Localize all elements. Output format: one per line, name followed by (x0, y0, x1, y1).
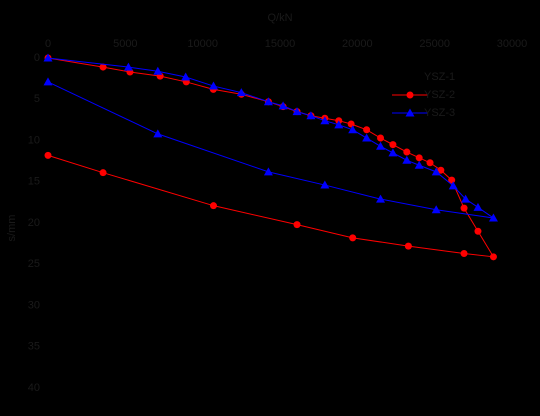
data-point (292, 107, 302, 116)
data-point (488, 213, 498, 222)
data-point (437, 166, 445, 174)
y-tick-label: 30 (28, 299, 40, 311)
x-tick-label: 20000 (342, 38, 373, 50)
data-point (44, 151, 52, 159)
y-tick-label: 35 (28, 341, 40, 353)
data-point (263, 167, 273, 176)
x-axis-title: Q/kN (267, 12, 292, 24)
x-tick-label: 30000 (497, 38, 528, 50)
data-point (320, 116, 330, 125)
data-point (43, 77, 53, 86)
data-point (388, 148, 398, 157)
data-point (278, 101, 288, 110)
data-point (377, 134, 385, 142)
data-point (99, 63, 107, 71)
data-point (153, 66, 163, 75)
data-point (306, 111, 316, 120)
data-point (431, 167, 441, 176)
y-axis-title: s/mm (6, 215, 18, 242)
data-point (474, 227, 482, 235)
data-point (123, 62, 133, 71)
data-point (460, 250, 468, 258)
data-point (376, 141, 386, 150)
data-point (363, 126, 371, 134)
y-tick-label: 15 (28, 176, 40, 188)
data-point (376, 194, 386, 203)
legend-label: YSZ-2 (424, 89, 455, 101)
data-point (389, 141, 397, 149)
data-point (489, 253, 497, 261)
data-point (362, 133, 372, 142)
data-point (334, 120, 344, 129)
data-point (431, 205, 441, 214)
data-point (293, 221, 301, 229)
y-tick-label: 5 (34, 93, 40, 105)
data-point (43, 53, 53, 62)
data-point (181, 72, 191, 81)
data-point (348, 125, 358, 134)
data-point (473, 202, 483, 211)
y-tick-label: 10 (28, 134, 40, 146)
data-point (403, 148, 411, 156)
legend-label: YSZ-3 (424, 107, 455, 119)
data-point (236, 88, 246, 97)
data-point (347, 120, 355, 128)
data-point (426, 159, 434, 167)
y-tick-label: 20 (28, 217, 40, 229)
data-point (415, 154, 423, 162)
data-point (99, 169, 107, 177)
y-tick-label: 25 (28, 258, 40, 270)
y-tick-label: 40 (28, 382, 40, 394)
data-point (320, 180, 330, 189)
data-point (153, 129, 163, 138)
data-point (414, 160, 424, 169)
x-tick-label: 0 (45, 38, 51, 50)
data-point (263, 97, 273, 106)
data-point (349, 234, 357, 242)
data-point (461, 194, 471, 203)
x-tick-label: 25000 (419, 38, 450, 50)
x-tick-label: 5000 (113, 38, 137, 50)
data-point (448, 181, 458, 190)
data-point (208, 81, 218, 90)
data-point (406, 91, 414, 99)
data-point (460, 204, 468, 212)
series-line (47, 57, 495, 258)
data-point (402, 155, 412, 164)
x-tick-label: 15000 (265, 38, 296, 50)
x-tick-label: 10000 (187, 38, 218, 50)
y-tick-label: 0 (34, 52, 40, 64)
data-point (405, 108, 415, 117)
data-point (209, 202, 217, 210)
data-point (404, 242, 412, 250)
legend-label: YSZ-1 (424, 71, 455, 83)
